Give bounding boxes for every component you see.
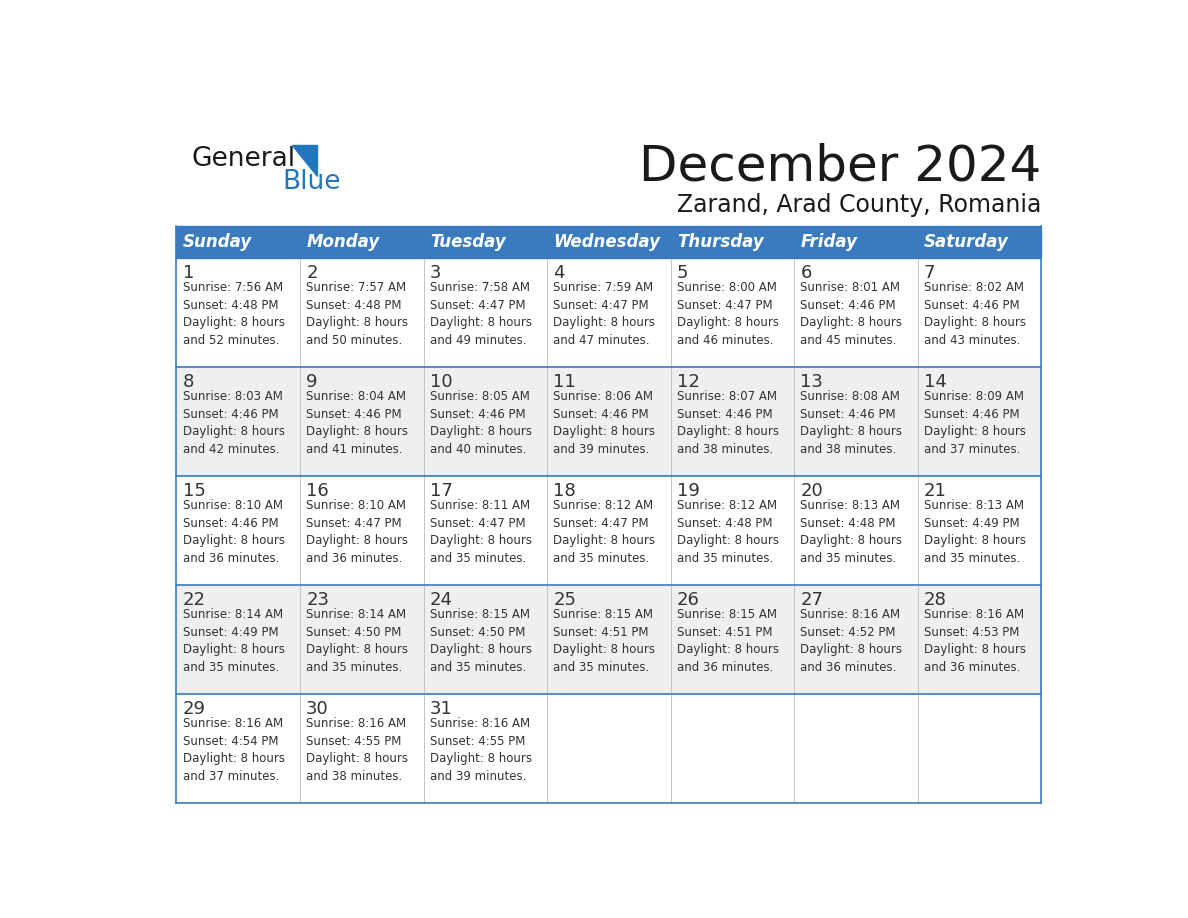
Text: 10: 10 (430, 374, 453, 391)
Bar (176, 226, 299, 258)
Text: Sunrise: 8:16 AM
Sunset: 4:54 PM
Daylight: 8 hours
and 37 minutes.: Sunrise: 8:16 AM Sunset: 4:54 PM Dayligh… (183, 717, 285, 783)
Text: Sunrise: 8:11 AM
Sunset: 4:47 PM
Daylight: 8 hours
and 35 minutes.: Sunrise: 8:11 AM Sunset: 4:47 PM Dayligh… (430, 499, 532, 565)
Text: 29: 29 (183, 700, 206, 718)
Text: 31: 31 (430, 700, 453, 718)
Text: 30: 30 (307, 700, 329, 718)
Text: Sunrise: 7:59 AM
Sunset: 4:47 PM
Daylight: 8 hours
and 47 minutes.: Sunrise: 7:59 AM Sunset: 4:47 PM Dayligh… (554, 281, 656, 347)
Bar (918, 226, 1042, 258)
Text: 4: 4 (554, 264, 564, 282)
Text: Sunrise: 8:16 AM
Sunset: 4:53 PM
Daylight: 8 hours
and 36 minutes.: Sunrise: 8:16 AM Sunset: 4:53 PM Dayligh… (924, 609, 1026, 674)
Text: 8: 8 (183, 374, 194, 391)
Text: Sunrise: 8:02 AM
Sunset: 4:46 PM
Daylight: 8 hours
and 43 minutes.: Sunrise: 8:02 AM Sunset: 4:46 PM Dayligh… (924, 281, 1026, 347)
Text: Sunrise: 7:57 AM
Sunset: 4:48 PM
Daylight: 8 hours
and 50 minutes.: Sunrise: 7:57 AM Sunset: 4:48 PM Dayligh… (307, 281, 409, 347)
Text: 16: 16 (307, 482, 329, 500)
Text: Monday: Monday (307, 233, 379, 251)
Text: 11: 11 (554, 374, 576, 391)
Text: 19: 19 (677, 482, 700, 500)
Text: Sunrise: 7:56 AM
Sunset: 4:48 PM
Daylight: 8 hours
and 52 minutes.: Sunrise: 7:56 AM Sunset: 4:48 PM Dayligh… (183, 281, 285, 347)
Text: 24: 24 (430, 591, 453, 610)
Text: 17: 17 (430, 482, 453, 500)
Text: Sunrise: 8:15 AM
Sunset: 4:51 PM
Daylight: 8 hours
and 35 minutes.: Sunrise: 8:15 AM Sunset: 4:51 PM Dayligh… (554, 609, 656, 674)
Text: 15: 15 (183, 482, 206, 500)
Text: Sunrise: 8:00 AM
Sunset: 4:47 PM
Daylight: 8 hours
and 46 minutes.: Sunrise: 8:00 AM Sunset: 4:47 PM Dayligh… (677, 281, 779, 347)
Text: General: General (191, 146, 296, 172)
Text: December 2024: December 2024 (639, 142, 1042, 190)
Bar (546, 226, 671, 258)
Text: 18: 18 (554, 482, 576, 500)
Bar (176, 585, 1042, 694)
Text: 1: 1 (183, 264, 194, 282)
Text: Sunrise: 8:15 AM
Sunset: 4:50 PM
Daylight: 8 hours
and 35 minutes.: Sunrise: 8:15 AM Sunset: 4:50 PM Dayligh… (430, 609, 532, 674)
Text: 20: 20 (801, 482, 823, 500)
Text: Sunrise: 8:15 AM
Sunset: 4:51 PM
Daylight: 8 hours
and 36 minutes.: Sunrise: 8:15 AM Sunset: 4:51 PM Dayligh… (677, 609, 779, 674)
Text: 3: 3 (430, 264, 441, 282)
Text: 26: 26 (677, 591, 700, 610)
Text: Blue: Blue (283, 169, 341, 195)
Text: Tuesday: Tuesday (430, 233, 505, 251)
Text: Zarand, Arad County, Romania: Zarand, Arad County, Romania (677, 193, 1042, 217)
Bar (176, 367, 1042, 476)
Text: 7: 7 (924, 264, 935, 282)
Text: Sunrise: 8:12 AM
Sunset: 4:48 PM
Daylight: 8 hours
and 35 minutes.: Sunrise: 8:12 AM Sunset: 4:48 PM Dayligh… (677, 499, 779, 565)
Text: 28: 28 (924, 591, 947, 610)
Text: Sunrise: 8:06 AM
Sunset: 4:46 PM
Daylight: 8 hours
and 39 minutes.: Sunrise: 8:06 AM Sunset: 4:46 PM Dayligh… (554, 390, 656, 455)
Bar (176, 694, 1042, 803)
Text: 12: 12 (677, 374, 700, 391)
Bar (176, 476, 1042, 585)
Text: 6: 6 (801, 264, 811, 282)
Text: Sunrise: 8:14 AM
Sunset: 4:49 PM
Daylight: 8 hours
and 35 minutes.: Sunrise: 8:14 AM Sunset: 4:49 PM Dayligh… (183, 609, 285, 674)
Text: 5: 5 (677, 264, 688, 282)
Text: 14: 14 (924, 374, 947, 391)
Text: Wednesday: Wednesday (554, 233, 661, 251)
Text: Sunrise: 8:04 AM
Sunset: 4:46 PM
Daylight: 8 hours
and 41 minutes.: Sunrise: 8:04 AM Sunset: 4:46 PM Dayligh… (307, 390, 409, 455)
Text: 23: 23 (307, 591, 329, 610)
Polygon shape (292, 145, 317, 175)
Text: Sunrise: 8:10 AM
Sunset: 4:47 PM
Daylight: 8 hours
and 36 minutes.: Sunrise: 8:10 AM Sunset: 4:47 PM Dayligh… (307, 499, 409, 565)
Text: Sunrise: 8:13 AM
Sunset: 4:48 PM
Daylight: 8 hours
and 35 minutes.: Sunrise: 8:13 AM Sunset: 4:48 PM Dayligh… (801, 499, 903, 565)
Text: Sunrise: 8:16 AM
Sunset: 4:52 PM
Daylight: 8 hours
and 36 minutes.: Sunrise: 8:16 AM Sunset: 4:52 PM Dayligh… (801, 609, 903, 674)
Bar (299, 226, 423, 258)
Text: Saturday: Saturday (924, 233, 1009, 251)
Text: Sunrise: 8:01 AM
Sunset: 4:46 PM
Daylight: 8 hours
and 45 minutes.: Sunrise: 8:01 AM Sunset: 4:46 PM Dayligh… (801, 281, 903, 347)
Text: 25: 25 (554, 591, 576, 610)
Text: Thursday: Thursday (677, 233, 764, 251)
Bar (795, 226, 918, 258)
Text: Sunrise: 8:16 AM
Sunset: 4:55 PM
Daylight: 8 hours
and 39 minutes.: Sunrise: 8:16 AM Sunset: 4:55 PM Dayligh… (430, 717, 532, 783)
Bar (423, 226, 546, 258)
Text: Sunrise: 8:07 AM
Sunset: 4:46 PM
Daylight: 8 hours
and 38 minutes.: Sunrise: 8:07 AM Sunset: 4:46 PM Dayligh… (677, 390, 779, 455)
Text: Sunrise: 8:10 AM
Sunset: 4:46 PM
Daylight: 8 hours
and 36 minutes.: Sunrise: 8:10 AM Sunset: 4:46 PM Dayligh… (183, 499, 285, 565)
Text: Sunrise: 8:05 AM
Sunset: 4:46 PM
Daylight: 8 hours
and 40 minutes.: Sunrise: 8:05 AM Sunset: 4:46 PM Dayligh… (430, 390, 532, 455)
Text: 9: 9 (307, 374, 317, 391)
Text: Sunrise: 8:08 AM
Sunset: 4:46 PM
Daylight: 8 hours
and 38 minutes.: Sunrise: 8:08 AM Sunset: 4:46 PM Dayligh… (801, 390, 903, 455)
Text: Sunrise: 8:13 AM
Sunset: 4:49 PM
Daylight: 8 hours
and 35 minutes.: Sunrise: 8:13 AM Sunset: 4:49 PM Dayligh… (924, 499, 1026, 565)
Text: Sunrise: 8:16 AM
Sunset: 4:55 PM
Daylight: 8 hours
and 38 minutes.: Sunrise: 8:16 AM Sunset: 4:55 PM Dayligh… (307, 717, 409, 783)
Text: Sunrise: 8:14 AM
Sunset: 4:50 PM
Daylight: 8 hours
and 35 minutes.: Sunrise: 8:14 AM Sunset: 4:50 PM Dayligh… (307, 609, 409, 674)
Text: 13: 13 (801, 374, 823, 391)
Text: 21: 21 (924, 482, 947, 500)
Bar (176, 258, 1042, 367)
Text: 27: 27 (801, 591, 823, 610)
Text: Sunday: Sunday (183, 233, 252, 251)
Text: Sunrise: 8:03 AM
Sunset: 4:46 PM
Daylight: 8 hours
and 42 minutes.: Sunrise: 8:03 AM Sunset: 4:46 PM Dayligh… (183, 390, 285, 455)
Text: Sunrise: 8:12 AM
Sunset: 4:47 PM
Daylight: 8 hours
and 35 minutes.: Sunrise: 8:12 AM Sunset: 4:47 PM Dayligh… (554, 499, 656, 565)
Text: Sunrise: 7:58 AM
Sunset: 4:47 PM
Daylight: 8 hours
and 49 minutes.: Sunrise: 7:58 AM Sunset: 4:47 PM Dayligh… (430, 281, 532, 347)
Text: 2: 2 (307, 264, 317, 282)
Text: 22: 22 (183, 591, 206, 610)
Text: Sunrise: 8:09 AM
Sunset: 4:46 PM
Daylight: 8 hours
and 37 minutes.: Sunrise: 8:09 AM Sunset: 4:46 PM Dayligh… (924, 390, 1026, 455)
Bar (671, 226, 795, 258)
Text: Friday: Friday (801, 233, 858, 251)
